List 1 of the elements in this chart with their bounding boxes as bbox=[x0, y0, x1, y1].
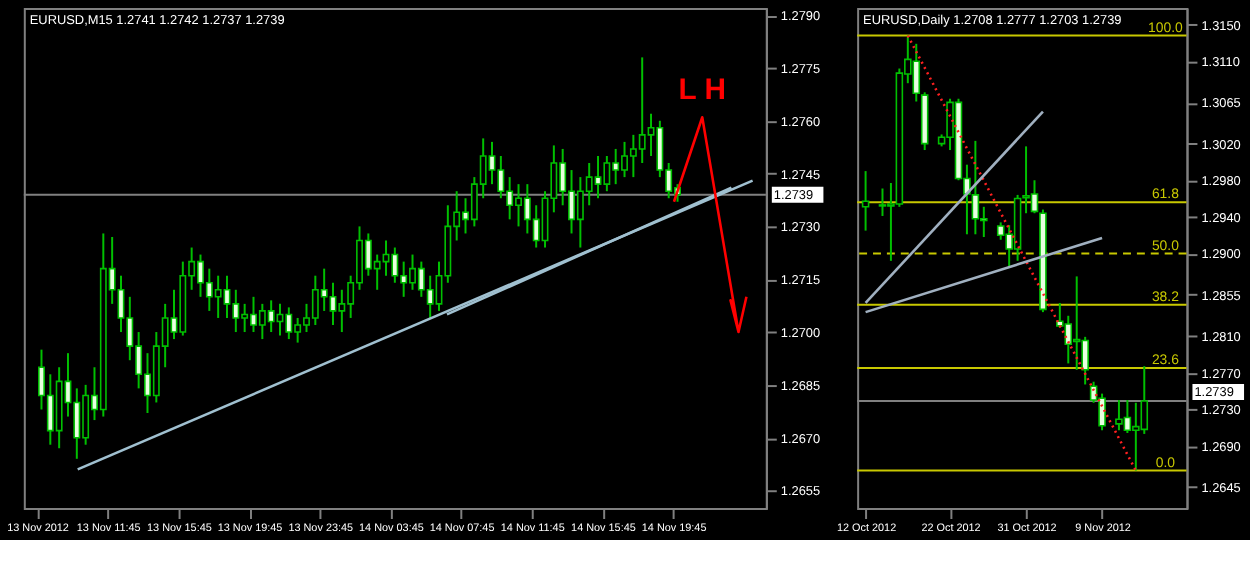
annotation: L H bbox=[678, 75, 726, 108]
